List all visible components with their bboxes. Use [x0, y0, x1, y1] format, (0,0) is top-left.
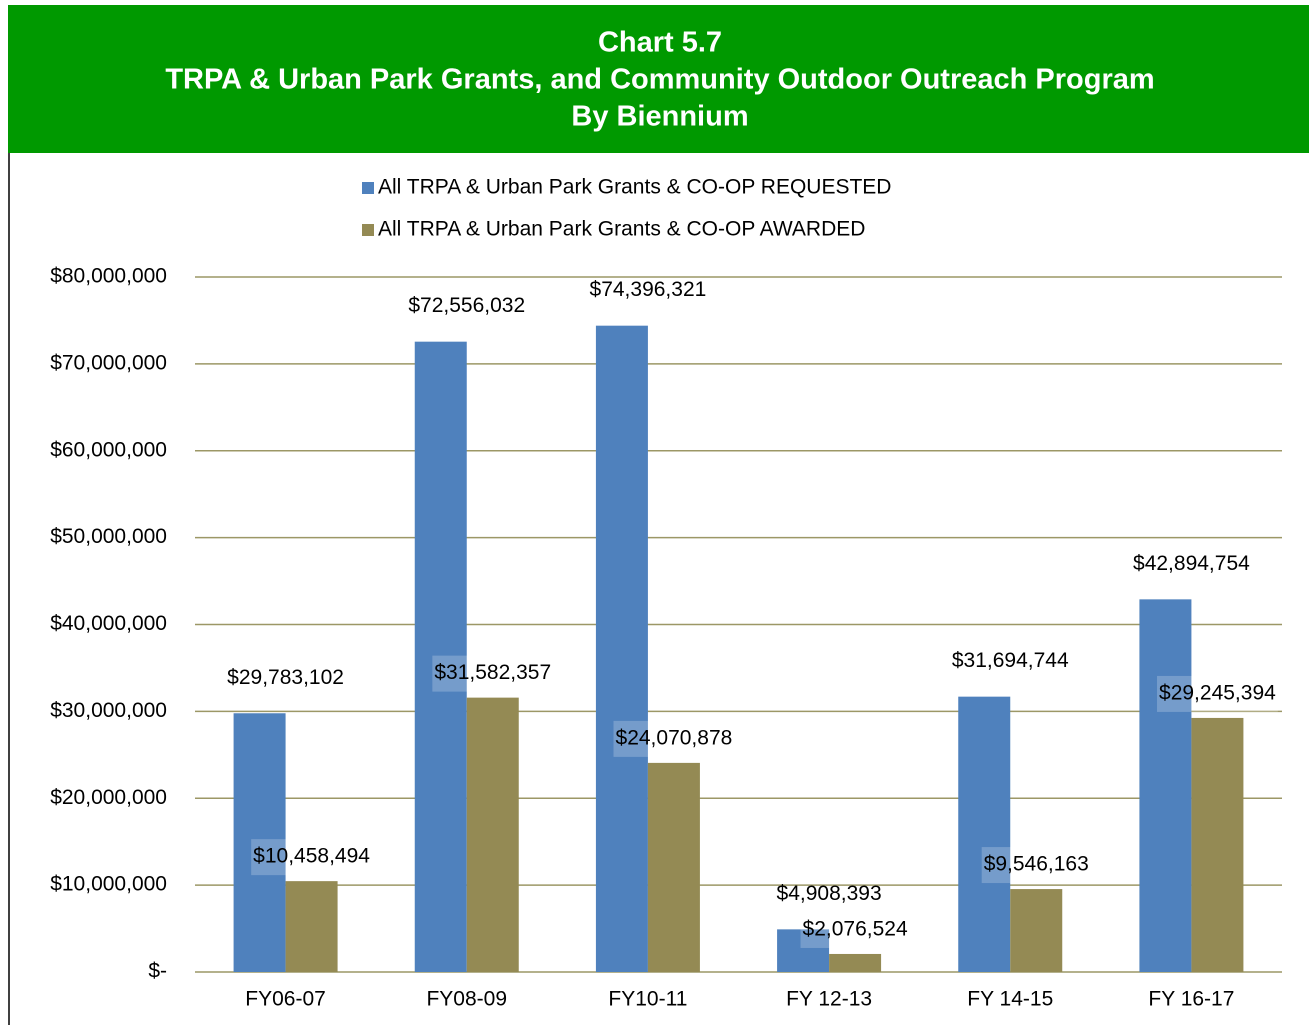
bar [414, 341, 467, 973]
y-tick-label: $30,000,000 [50, 699, 167, 722]
chart-title: By Biennium [571, 101, 748, 133]
x-tick-label: FY 16-17 [1148, 988, 1234, 1011]
data-label: $31,694,744 [952, 649, 1069, 672]
y-tick-label: $40,000,000 [50, 612, 167, 635]
bar [1191, 717, 1244, 972]
chart-title: TRPA & Urban Park Grants, and Community … [165, 64, 1154, 96]
y-tick-label: $50,000,000 [50, 525, 167, 548]
bar [233, 713, 286, 972]
y-tick-label: $10,000,000 [50, 873, 167, 896]
y-tick-label: $80,000,000 [50, 265, 167, 288]
data-label-background [432, 655, 554, 692]
data-label: $9,546,163 [984, 853, 1089, 876]
data-label: $2,076,524 [803, 918, 908, 941]
y-tick-label: $70,000,000 [50, 351, 167, 374]
chart-title: Chart 5.7 [598, 27, 722, 59]
legend-label: All TRPA & Urban Park Grants & CO-OP AWA… [378, 218, 865, 241]
legend-label: All TRPA & Urban Park Grants & CO-OP REQ… [378, 176, 891, 199]
data-label: $10,458,494 [253, 845, 370, 868]
bar [285, 881, 338, 972]
y-tick-label: $60,000,000 [50, 438, 167, 461]
x-tick-label: FY08-09 [426, 988, 507, 1011]
header-band [8, 5, 1309, 153]
data-label-background [800, 911, 910, 948]
x-tick-label: FY 14-15 [967, 988, 1053, 1011]
x-tick-label: FY10-11 [608, 988, 687, 1011]
y-tick-label: $20,000,000 [50, 786, 167, 809]
bar [595, 325, 648, 972]
data-label-background [981, 847, 1091, 884]
data-label: $31,582,357 [434, 661, 551, 684]
bar [1010, 889, 1063, 972]
data-label-background [1157, 675, 1278, 712]
y-tick-label: $- [148, 960, 167, 983]
data-label: $74,396,321 [590, 278, 707, 301]
data-label-background [251, 839, 372, 876]
data-label: $72,556,032 [408, 294, 525, 317]
bar [777, 929, 830, 972]
x-tick-label: FY 12-13 [786, 988, 872, 1011]
data-label: $4,908,393 [777, 882, 882, 905]
data-label: $24,070,878 [616, 726, 733, 749]
bar [1139, 599, 1192, 972]
bar [647, 762, 700, 972]
legend-swatch [362, 182, 374, 194]
legend-swatch [362, 224, 374, 236]
bar [466, 697, 519, 972]
bar [958, 696, 1011, 972]
data-label: $29,245,394 [1159, 681, 1276, 704]
x-tick-label: FY06-07 [245, 988, 326, 1011]
data-label-background [613, 720, 735, 757]
data-label: $42,894,754 [1133, 552, 1250, 575]
bar [829, 953, 882, 972]
data-label: $29,783,102 [227, 666, 344, 689]
